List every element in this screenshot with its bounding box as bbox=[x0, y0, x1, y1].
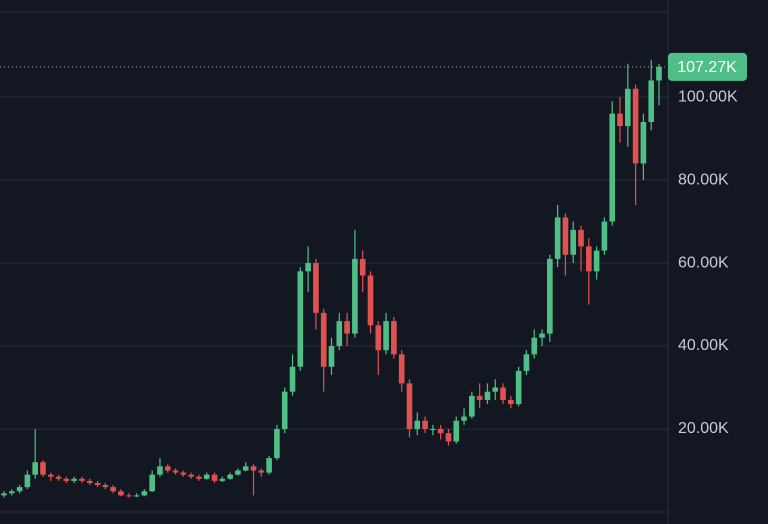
candle-body bbox=[8, 491, 15, 494]
candle-body bbox=[547, 258, 553, 334]
last-price-label: 107.27K bbox=[677, 59, 737, 76]
y-tick-label: 80.00K bbox=[678, 171, 729, 188]
candle-body bbox=[258, 470, 265, 473]
candle-body bbox=[180, 472, 187, 475]
candle-body bbox=[40, 462, 46, 475]
candle-body bbox=[430, 429, 436, 431]
candle-body bbox=[219, 478, 226, 481]
candle-body bbox=[531, 337, 538, 355]
candle-body bbox=[453, 420, 460, 442]
candle-body bbox=[86, 480, 93, 483]
candle-body bbox=[102, 485, 109, 488]
candle-body bbox=[164, 466, 171, 471]
y-tick-label: 100.00K bbox=[678, 88, 738, 105]
candle-body bbox=[469, 395, 475, 417]
last-price-badge bbox=[668, 52, 747, 81]
candle-body bbox=[578, 229, 584, 247]
candle-body bbox=[289, 366, 296, 392]
candle-body bbox=[125, 495, 132, 497]
candle-body bbox=[235, 470, 241, 475]
candle-body bbox=[593, 250, 600, 272]
candle-body bbox=[586, 246, 592, 272]
candle-body bbox=[609, 113, 616, 222]
candle-body bbox=[601, 221, 608, 251]
candle-body bbox=[523, 354, 530, 371]
candle-body bbox=[55, 476, 62, 479]
candle-body bbox=[281, 391, 288, 430]
candle-body bbox=[406, 383, 413, 430]
candle-body bbox=[492, 387, 499, 392]
y-tick-label: 60.00K bbox=[678, 254, 729, 271]
candle-body bbox=[211, 474, 218, 481]
candle-body bbox=[320, 312, 327, 367]
candle-body bbox=[305, 263, 311, 272]
candle-body bbox=[344, 321, 350, 334]
candle-body bbox=[398, 354, 405, 384]
candle-body bbox=[196, 476, 202, 479]
candle-body bbox=[63, 478, 70, 481]
candle-body bbox=[328, 346, 335, 367]
candle-body bbox=[391, 321, 397, 355]
candle-body bbox=[375, 325, 382, 351]
candle-body bbox=[476, 395, 483, 400]
candle-body bbox=[71, 478, 77, 481]
candle-body bbox=[570, 229, 577, 255]
candle-body bbox=[16, 487, 23, 492]
y-tick-label: 40.00K bbox=[678, 337, 729, 354]
candle-body bbox=[110, 487, 116, 492]
candle-body bbox=[266, 458, 272, 473]
candle-body bbox=[47, 474, 54, 477]
candle-body bbox=[484, 391, 491, 400]
candle-body bbox=[422, 420, 428, 430]
candle-body bbox=[24, 474, 31, 488]
candle-body bbox=[437, 429, 444, 434]
candle-body bbox=[118, 491, 124, 496]
candle-body bbox=[242, 466, 249, 471]
candle-body bbox=[414, 420, 421, 430]
candle-body bbox=[562, 217, 569, 255]
candle-body bbox=[617, 113, 623, 127]
candle-body bbox=[188, 474, 194, 477]
candle-body bbox=[352, 258, 358, 334]
candle-body bbox=[648, 80, 655, 122]
candle-body bbox=[172, 470, 179, 473]
candle-body bbox=[336, 321, 343, 347]
candle-body bbox=[94, 482, 101, 486]
candle-body bbox=[632, 88, 639, 164]
y-tick-label: 20.00K bbox=[678, 420, 729, 437]
candle-body bbox=[367, 275, 374, 326]
candle-body bbox=[250, 466, 257, 471]
candle-body bbox=[297, 271, 304, 367]
candle-body bbox=[508, 399, 514, 405]
candle-body bbox=[656, 66, 662, 81]
candle-body bbox=[203, 474, 210, 479]
candle-body bbox=[79, 478, 85, 481]
candle-body bbox=[149, 474, 155, 492]
candle-body bbox=[625, 88, 631, 127]
candle-body bbox=[141, 491, 148, 496]
candle-body bbox=[383, 321, 389, 351]
candle-body bbox=[539, 333, 545, 338]
candle-body bbox=[313, 263, 319, 313]
candle-body bbox=[461, 416, 467, 421]
candle-body bbox=[157, 466, 163, 475]
candle-body bbox=[1, 493, 7, 496]
candle-body bbox=[32, 462, 38, 475]
candle-body bbox=[445, 433, 452, 442]
candle-body bbox=[640, 121, 647, 164]
candle-body bbox=[227, 474, 233, 479]
candle-body bbox=[554, 217, 561, 259]
candle-body bbox=[274, 429, 280, 459]
candle-body bbox=[133, 495, 140, 497]
candle-body bbox=[500, 387, 506, 400]
candle-body bbox=[515, 370, 522, 405]
candle-body bbox=[359, 258, 366, 276]
